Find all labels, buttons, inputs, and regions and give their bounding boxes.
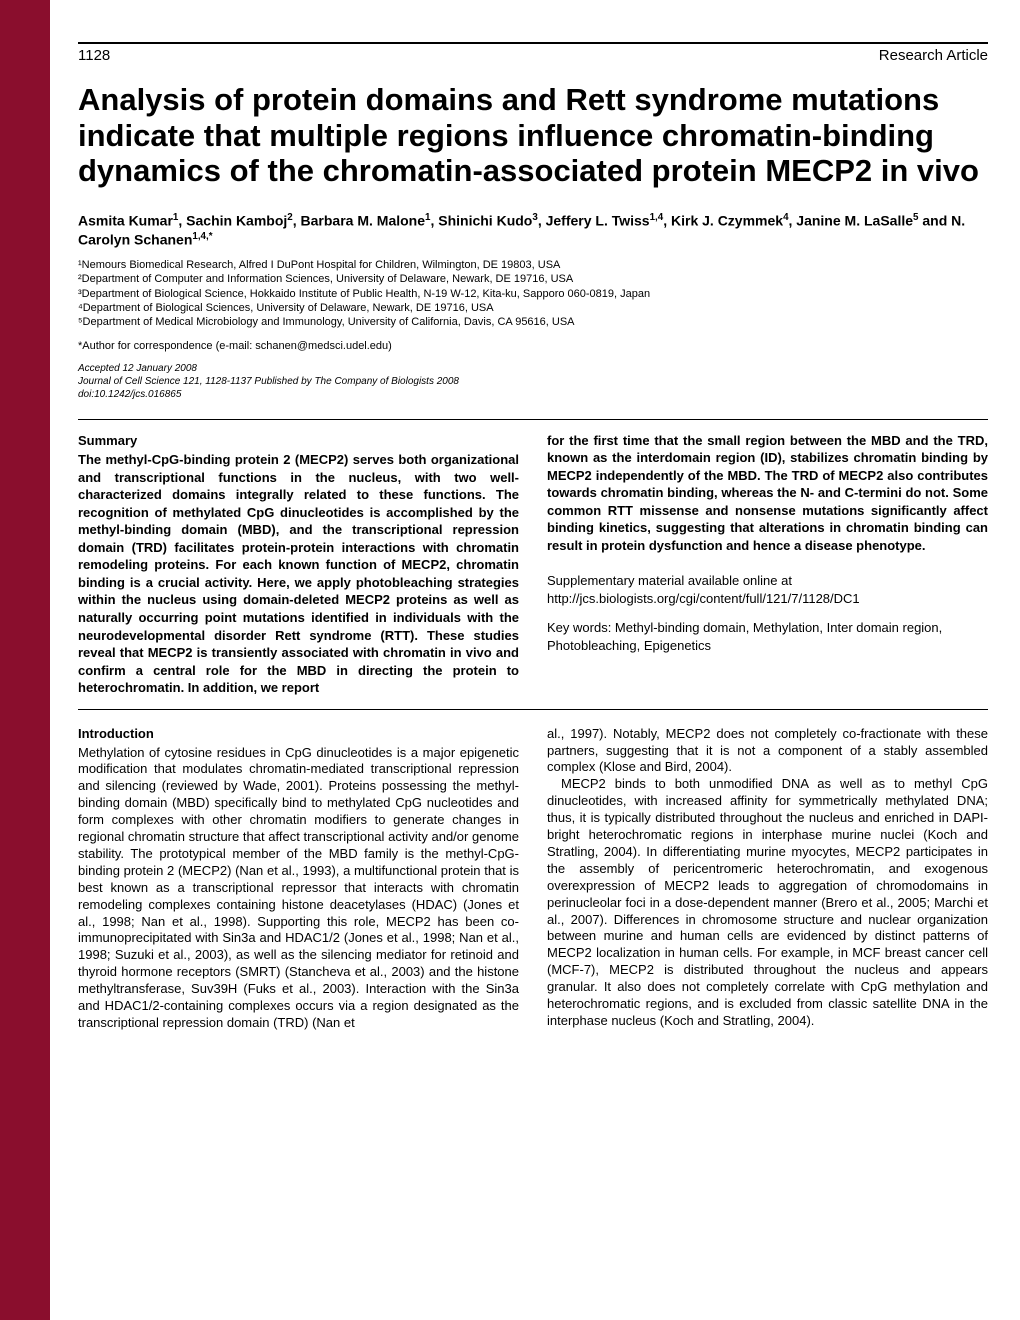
- intro-right-col: al., 1997). Notably, MECP2 does not comp…: [547, 726, 988, 1032]
- intro-right-p2: MECP2 binds to both unmodified DNA as we…: [547, 776, 988, 1029]
- keywords: Key words: Methyl-binding domain, Methyl…: [547, 619, 988, 654]
- article-title: Analysis of protein domains and Rett syn…: [78, 82, 988, 189]
- page-number: 1128: [78, 44, 110, 64]
- introduction-section: Introduction Methylation of cytosine res…: [78, 726, 988, 1032]
- summary-section: Summary The methyl-CpG-binding protein 2…: [78, 419, 988, 710]
- intro-left-text: Methylation of cytosine residues in CpG …: [78, 745, 519, 1032]
- journal-citation: Journal of Cell Science 121, 1128-1137 P…: [78, 375, 988, 388]
- intro-right-p1: al., 1997). Notably, MECP2 does not comp…: [547, 726, 988, 777]
- supplementary-link: Supplementary material available online …: [547, 572, 988, 607]
- affiliations: ¹Nemours Biomedical Research, Alfred I D…: [78, 258, 988, 329]
- affiliation-3: ³Department of Biological Science, Hokka…: [78, 287, 988, 301]
- summary-left-col: Summary The methyl-CpG-binding protein 2…: [78, 432, 519, 697]
- summary-heading: Summary: [78, 432, 519, 450]
- intro-left-col: Introduction Methylation of cytosine res…: [78, 726, 519, 1032]
- affiliation-5: ⁵Department of Medical Microbiology and …: [78, 315, 988, 329]
- summary-right-col: for the first time that the small region…: [547, 432, 988, 697]
- journal-sidebar: [0, 0, 50, 1320]
- authors: Asmita Kumar1, Sachin Kamboj2, Barbara M…: [78, 211, 988, 250]
- affiliation-4: ⁴Department of Biological Sciences, Univ…: [78, 301, 988, 315]
- article-type: Research Article: [879, 44, 988, 64]
- accepted-date: Accepted 12 January 2008: [78, 362, 988, 375]
- header-bar: 1128 Research Article: [78, 42, 988, 68]
- doi: doi:10.1242/jcs.016865: [78, 388, 988, 401]
- publication-meta: Accepted 12 January 2008 Journal of Cell…: [78, 362, 988, 401]
- affiliation-1: ¹Nemours Biomedical Research, Alfred I D…: [78, 258, 988, 272]
- summary-text-right: for the first time that the small region…: [547, 432, 988, 555]
- correspondence: *Author for correspondence (e-mail: scha…: [78, 340, 988, 352]
- introduction-heading: Introduction: [78, 726, 519, 743]
- affiliation-2: ²Department of Computer and Information …: [78, 272, 988, 286]
- article-content: 1128 Research Article Analysis of protei…: [78, 42, 988, 1032]
- summary-text-left: The methyl-CpG-binding protein 2 (MECP2)…: [78, 451, 519, 697]
